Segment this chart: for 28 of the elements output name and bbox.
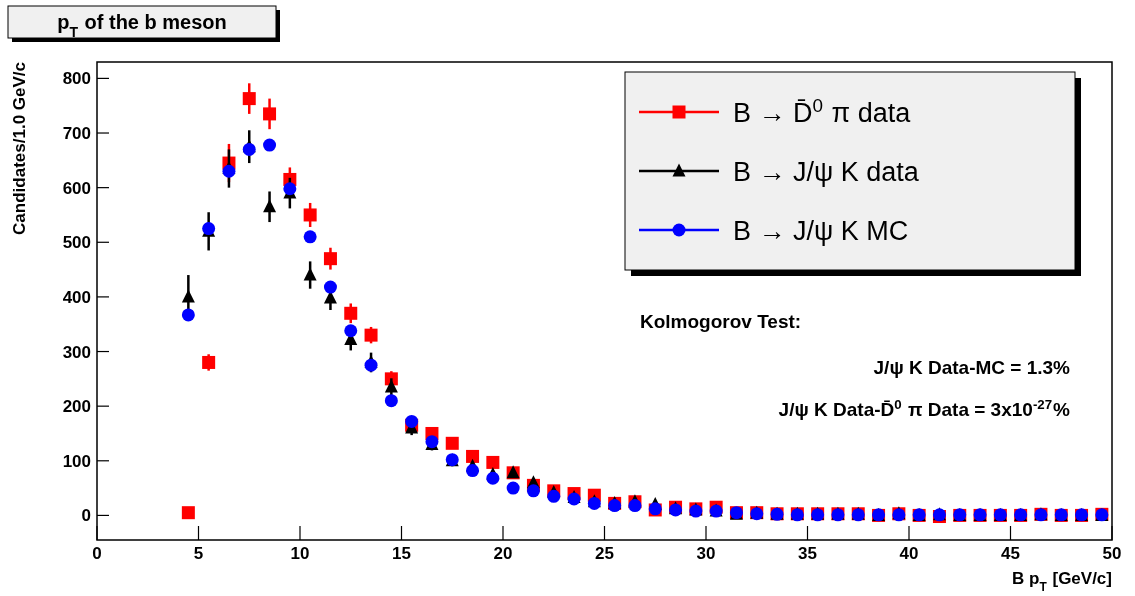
legend-label: B → J/ψ K MC bbox=[733, 216, 909, 246]
y-tick-label: 800 bbox=[62, 69, 91, 89]
x-tick-label: 40 bbox=[899, 544, 919, 563]
y-tick-label: 100 bbox=[62, 451, 91, 471]
x-tick-label: 10 bbox=[290, 544, 310, 563]
legend-label: B → J/ψ K data bbox=[733, 157, 920, 187]
x-tick-label: 25 bbox=[595, 544, 614, 563]
x-tick-label: 5 bbox=[193, 544, 204, 563]
x-tick-label: 15 bbox=[392, 544, 411, 563]
x-tick-label: 20 bbox=[493, 544, 513, 563]
annotation: J/ψ K Data-D̄$^{0}$ π Data = 3x10$^{-27}$% bbox=[778, 396, 1071, 420]
annotation: J/ψ K Data-MC = 1.3% bbox=[873, 357, 1071, 378]
y-tick-label: 700 bbox=[62, 124, 91, 144]
annotation: Kolmogorov Test: bbox=[640, 311, 802, 332]
y-tick-label: 500 bbox=[62, 233, 91, 253]
x-tick-label: 45 bbox=[1001, 544, 1020, 563]
x-tick-label: 50 bbox=[1102, 544, 1122, 563]
y-tick-label: 400 bbox=[62, 287, 91, 307]
legend-label: B → D̄$^{0}$ π data bbox=[733, 94, 912, 128]
y-axis-title: Candidates/1.0 GeV/c bbox=[10, 62, 29, 235]
y-tick-label: 0 bbox=[81, 506, 91, 526]
x-axis-title: B p$_{T}$ [GeV/c] bbox=[1012, 569, 1112, 594]
chart-title: p$_{T}$ of the b meson bbox=[57, 11, 227, 40]
x-tick-label: 35 bbox=[798, 544, 817, 563]
x-tick-label: 30 bbox=[696, 544, 716, 563]
y-tick-label: 600 bbox=[62, 178, 91, 198]
y-tick-label: 300 bbox=[62, 342, 91, 362]
y-tick-label: 200 bbox=[62, 397, 91, 417]
